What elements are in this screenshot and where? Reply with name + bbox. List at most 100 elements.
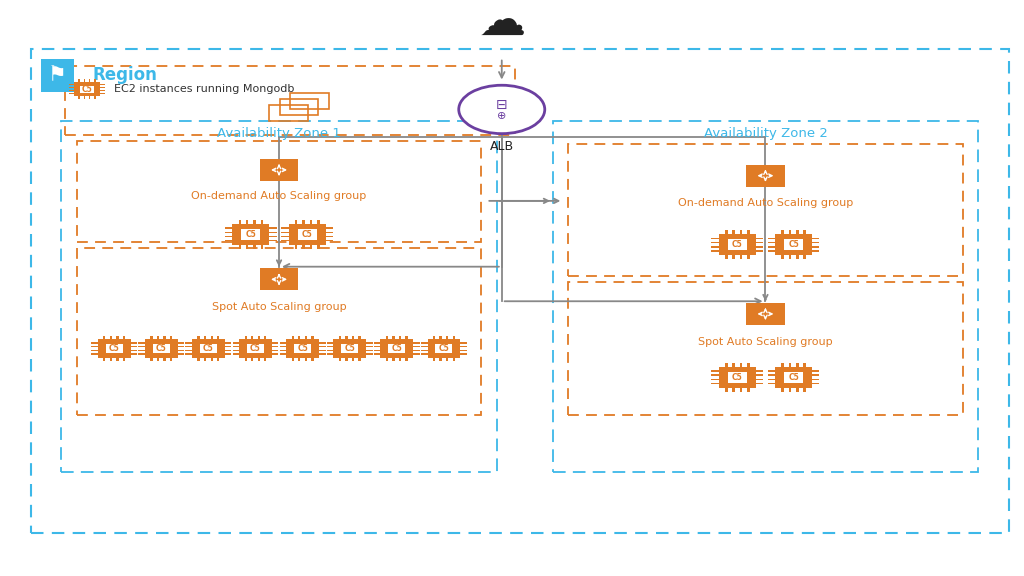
Text: On-demand Auto Scaling group: On-demand Auto Scaling group xyxy=(678,198,853,209)
Bar xyxy=(295,220,297,224)
Bar xyxy=(439,336,441,339)
Bar xyxy=(253,245,256,249)
Bar xyxy=(117,358,119,361)
Bar xyxy=(103,358,105,361)
Bar xyxy=(240,339,272,358)
Bar xyxy=(272,342,279,344)
Bar xyxy=(198,358,200,361)
Bar xyxy=(302,245,305,249)
Bar xyxy=(446,336,449,339)
Bar xyxy=(305,336,307,339)
Bar xyxy=(399,358,401,361)
Bar xyxy=(367,353,373,355)
Bar xyxy=(294,344,311,353)
Bar xyxy=(138,342,145,344)
Bar xyxy=(461,353,467,355)
Text: ALB: ALB xyxy=(489,140,514,153)
Bar xyxy=(732,230,735,234)
Bar xyxy=(768,246,775,248)
Text: Region: Region xyxy=(92,66,157,84)
Bar xyxy=(781,255,783,259)
Bar xyxy=(260,159,299,181)
Bar xyxy=(298,229,316,240)
Bar xyxy=(748,363,750,367)
Bar xyxy=(812,378,819,380)
Bar xyxy=(178,353,184,355)
Bar xyxy=(788,255,792,259)
Bar xyxy=(374,346,381,347)
Text: C5: C5 xyxy=(203,344,214,353)
Bar xyxy=(768,251,775,252)
Bar xyxy=(756,246,763,248)
Bar xyxy=(804,255,806,259)
Bar xyxy=(317,245,319,249)
Bar xyxy=(728,372,746,382)
Bar xyxy=(246,245,249,249)
Bar xyxy=(246,220,249,224)
Bar xyxy=(414,346,420,347)
Bar xyxy=(812,383,819,384)
Bar xyxy=(94,79,95,82)
Bar xyxy=(319,353,326,355)
Text: Availability Zone 1: Availability Zone 1 xyxy=(217,127,341,140)
Bar xyxy=(812,242,819,244)
Bar xyxy=(748,388,750,392)
Bar xyxy=(286,339,319,358)
Bar xyxy=(768,242,775,244)
Bar xyxy=(352,358,354,361)
Bar xyxy=(781,230,783,234)
Bar xyxy=(292,358,294,361)
Bar xyxy=(305,358,307,361)
Bar xyxy=(326,240,333,241)
Bar xyxy=(89,79,90,82)
Bar xyxy=(242,229,260,240)
Bar xyxy=(200,344,217,353)
Bar xyxy=(327,346,334,347)
Bar xyxy=(775,234,812,255)
Bar xyxy=(748,230,750,234)
Bar xyxy=(280,346,286,347)
Bar xyxy=(712,374,719,376)
Bar xyxy=(756,378,763,380)
Bar xyxy=(748,255,750,259)
Bar xyxy=(269,240,276,241)
Bar xyxy=(298,336,300,339)
Bar xyxy=(272,353,279,355)
Bar xyxy=(756,374,763,376)
Bar xyxy=(728,240,746,250)
Bar xyxy=(290,93,329,109)
Bar xyxy=(712,246,719,248)
Bar xyxy=(131,346,137,347)
Bar xyxy=(796,388,799,392)
Bar xyxy=(388,344,406,353)
Bar xyxy=(461,346,467,347)
Bar xyxy=(151,358,153,361)
Bar xyxy=(204,336,206,339)
Text: ⊟: ⊟ xyxy=(496,98,508,112)
Bar xyxy=(198,336,200,339)
Bar xyxy=(386,358,388,361)
Bar xyxy=(131,353,137,355)
Bar xyxy=(712,378,719,380)
Bar xyxy=(433,336,435,339)
Bar xyxy=(768,238,775,239)
Bar xyxy=(98,339,131,358)
Bar xyxy=(131,342,137,344)
Bar xyxy=(193,339,225,358)
Bar xyxy=(110,358,112,361)
Text: Availability Zone 2: Availability Zone 2 xyxy=(703,127,827,140)
Bar xyxy=(319,350,326,351)
Text: C5: C5 xyxy=(732,373,742,382)
Bar xyxy=(232,224,269,245)
Circle shape xyxy=(459,85,545,134)
Bar xyxy=(756,242,763,244)
Bar xyxy=(374,342,381,344)
Text: C5: C5 xyxy=(82,85,92,94)
Bar xyxy=(406,358,408,361)
Text: C5: C5 xyxy=(297,344,308,353)
Bar xyxy=(326,228,333,229)
Bar xyxy=(225,346,231,347)
Bar xyxy=(79,97,80,100)
Bar xyxy=(327,350,334,351)
Bar xyxy=(446,358,449,361)
